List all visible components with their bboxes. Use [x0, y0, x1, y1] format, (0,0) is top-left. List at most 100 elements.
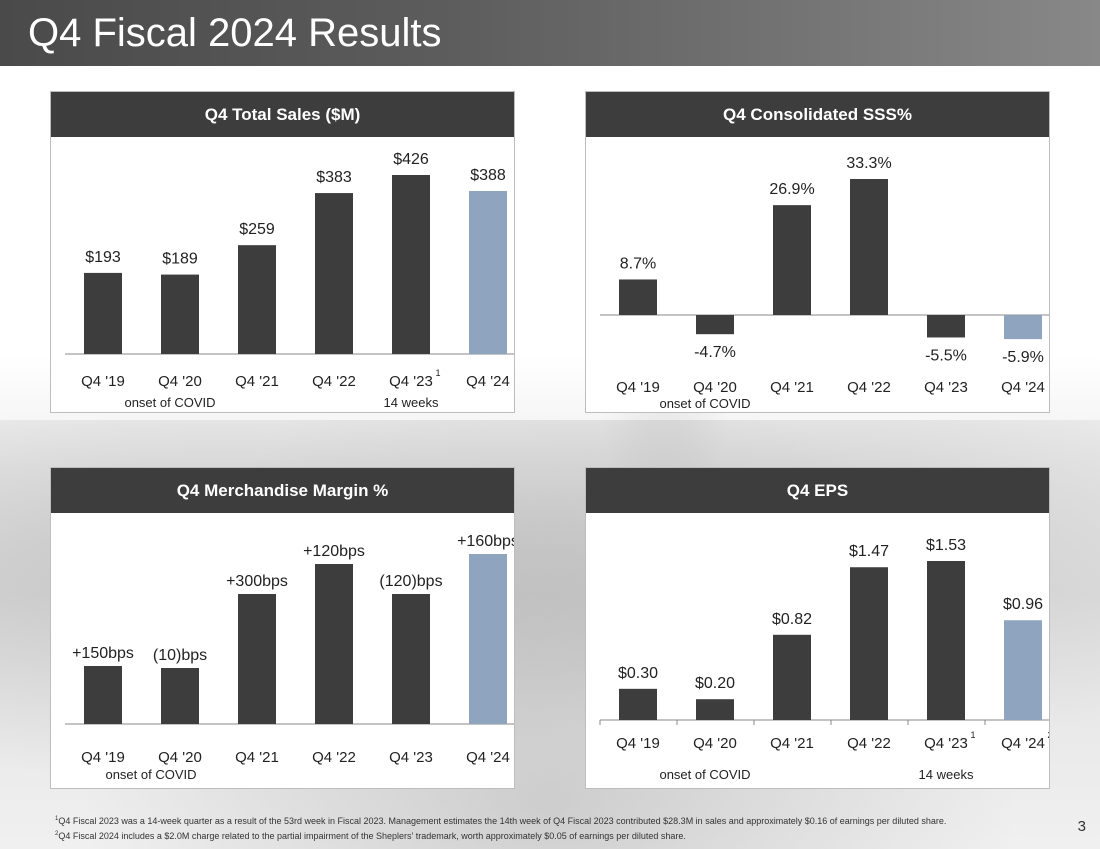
sales-note: onset of COVID [124, 395, 215, 410]
margin-category-label: Q4 '20 [158, 749, 202, 766]
eps-category-label: Q4 '24 [1001, 735, 1045, 752]
eps-bar [850, 567, 888, 720]
sss-note: onset of COVID [659, 396, 750, 411]
sales-note: 14 weeks [384, 395, 439, 410]
margin-bar [315, 564, 353, 724]
sales-data-label: $388 [470, 167, 506, 184]
sss-category-label: Q4 '22 [847, 379, 891, 396]
sss-chart-title: Q4 Consolidated SSS% [586, 92, 1049, 137]
footnote-1-marker: 1 [55, 816, 59, 822]
sss-data-label: -4.7% [694, 344, 736, 361]
footnote-1: 1Q4 Fiscal 2023 was a 14-week quarter as… [55, 813, 946, 828]
margin-data-label: +300bps [226, 573, 288, 590]
sales-data-label: $383 [316, 169, 352, 186]
sales-chart-panel: Q4 Total Sales ($M) $193 Q4 '19 $189 Q4 '20… [50, 91, 515, 413]
footnote-2-text: Q4 Fiscal 2024 includes a $2.0M charge r… [58, 831, 686, 841]
sss-chart: 8.7% Q4 '19 -4.7% Q4 '20 26.9% Q4 '21 33.3% Q4 … [600, 155, 1049, 411]
margin-chart: +150bps Q4 '19 (10)bps Q4 '20 +300bps Q4 '21 +… [65, 533, 514, 782]
eps-bar [1004, 620, 1042, 720]
margin-data-label: (120)bps [379, 573, 442, 590]
footnotes: 1Q4 Fiscal 2023 was a 14-week quarter as… [55, 813, 946, 843]
sss-data-label: -5.9% [1002, 349, 1044, 366]
eps-bar [773, 634, 811, 720]
margin-chart-title: Q4 Merchandise Margin % [51, 468, 514, 513]
sales-category-label: Q4 '19 [81, 373, 125, 390]
eps-chart: $0.30 Q4 '19 $0.20 Q4 '20 $0.82 Q4 '21 $1.47 Q4… [599, 537, 1049, 782]
sales-category-label: Q4 '21 [235, 373, 279, 390]
eps-bar [927, 561, 965, 720]
margin-data-label: (10)bps [153, 647, 207, 664]
page-number: 3 [1077, 818, 1086, 835]
page-title: Q4 Fiscal 2024 Results [28, 11, 442, 55]
eps-category-label: Q4 '23 [924, 735, 968, 752]
sales-superscript: 1 [435, 368, 440, 378]
margin-data-label: +120bps [303, 543, 365, 560]
sss-data-label: 33.3% [846, 155, 891, 172]
sss-category-label: Q4 '23 [924, 379, 968, 396]
sss-bar [773, 205, 811, 315]
eps-data-label: $1.47 [849, 543, 889, 560]
sales-bar [161, 274, 199, 354]
eps-data-label: $0.30 [618, 665, 658, 682]
sss-data-label: 26.9% [769, 181, 814, 198]
margin-bar [238, 594, 276, 724]
sss-bar [619, 279, 657, 315]
sales-data-label: $259 [239, 221, 275, 238]
margin-bar [392, 594, 430, 724]
eps-data-label: $0.96 [1003, 596, 1043, 613]
sss-bar [850, 179, 888, 315]
margin-category-label: Q4 '21 [235, 749, 279, 766]
sales-category-label: Q4 '20 [158, 373, 202, 390]
sales-bar [392, 175, 430, 354]
sss-category-label: Q4 '19 [616, 379, 660, 396]
eps-superscript: 2 [1047, 730, 1049, 740]
margin-category-label: Q4 '22 [312, 749, 356, 766]
eps-note: 14 weeks [919, 767, 974, 782]
eps-superscript: 1 [970, 730, 975, 740]
sss-bar [927, 315, 965, 338]
sss-data-label: 8.7% [620, 255, 656, 272]
eps-data-label: $0.20 [695, 675, 735, 692]
eps-category-label: Q4 '21 [770, 735, 814, 752]
sales-category-label: Q4 '22 [312, 373, 356, 390]
margin-bar [84, 666, 122, 724]
margin-note: onset of COVID [105, 767, 196, 782]
sales-data-label: $193 [85, 249, 121, 266]
margin-chart-panel: Q4 Merchandise Margin % +150bps Q4 '19 (10… [50, 467, 515, 789]
sales-bar [84, 272, 122, 354]
margin-bar [161, 668, 199, 724]
sales-data-label: $426 [393, 151, 429, 168]
eps-bar [619, 688, 657, 720]
sales-chart: $193 Q4 '19 $189 Q4 '20 $259 Q4 '21 $383 Q4 '22… [65, 151, 514, 410]
margin-category-label: Q4 '24 [466, 749, 510, 766]
footnote-2: 2Q4 Fiscal 2024 includes a $2.0M charge … [55, 828, 946, 843]
footnote-2-marker: 2 [55, 831, 59, 837]
sales-category-label: Q4 '23 [389, 373, 433, 390]
sss-chart-panel: Q4 Consolidated SSS% 8.7% Q4 '19 -4.7% Q4 '… [585, 91, 1050, 413]
sss-bar [696, 315, 734, 335]
footnote-1-text: Q4 Fiscal 2023 was a 14-week quarter as … [58, 816, 947, 826]
sales-bar [469, 190, 507, 354]
sss-category-label: Q4 '20 [693, 379, 737, 396]
sales-chart-title: Q4 Total Sales ($M) [51, 92, 514, 137]
sss-category-label: Q4 '24 [1001, 379, 1045, 396]
margin-category-label: Q4 '23 [389, 749, 433, 766]
eps-chart-panel: Q4 EPS $0.30 Q4 '19 $0.20 Q4 '20 $0.82 Q4 '21… [585, 467, 1050, 789]
sales-bar [238, 245, 276, 354]
eps-bar [696, 699, 734, 720]
margin-data-label: +150bps [72, 645, 134, 662]
eps-category-label: Q4 '20 [693, 735, 737, 752]
margin-category-label: Q4 '19 [81, 749, 125, 766]
sales-bar [315, 193, 353, 354]
title-bar: Q4 Fiscal 2024 Results [0, 0, 1100, 66]
sales-category-label: Q4 '24 [466, 373, 510, 390]
eps-category-label: Q4 '19 [616, 735, 660, 752]
sss-data-label: -5.5% [925, 347, 967, 364]
margin-data-label: +160bps [457, 533, 514, 550]
sales-data-label: $189 [162, 251, 198, 268]
eps-data-label: $1.53 [926, 537, 966, 554]
margin-bar [469, 554, 507, 724]
eps-category-label: Q4 '22 [847, 735, 891, 752]
eps-data-label: $0.82 [772, 611, 812, 628]
eps-note: onset of COVID [659, 767, 750, 782]
